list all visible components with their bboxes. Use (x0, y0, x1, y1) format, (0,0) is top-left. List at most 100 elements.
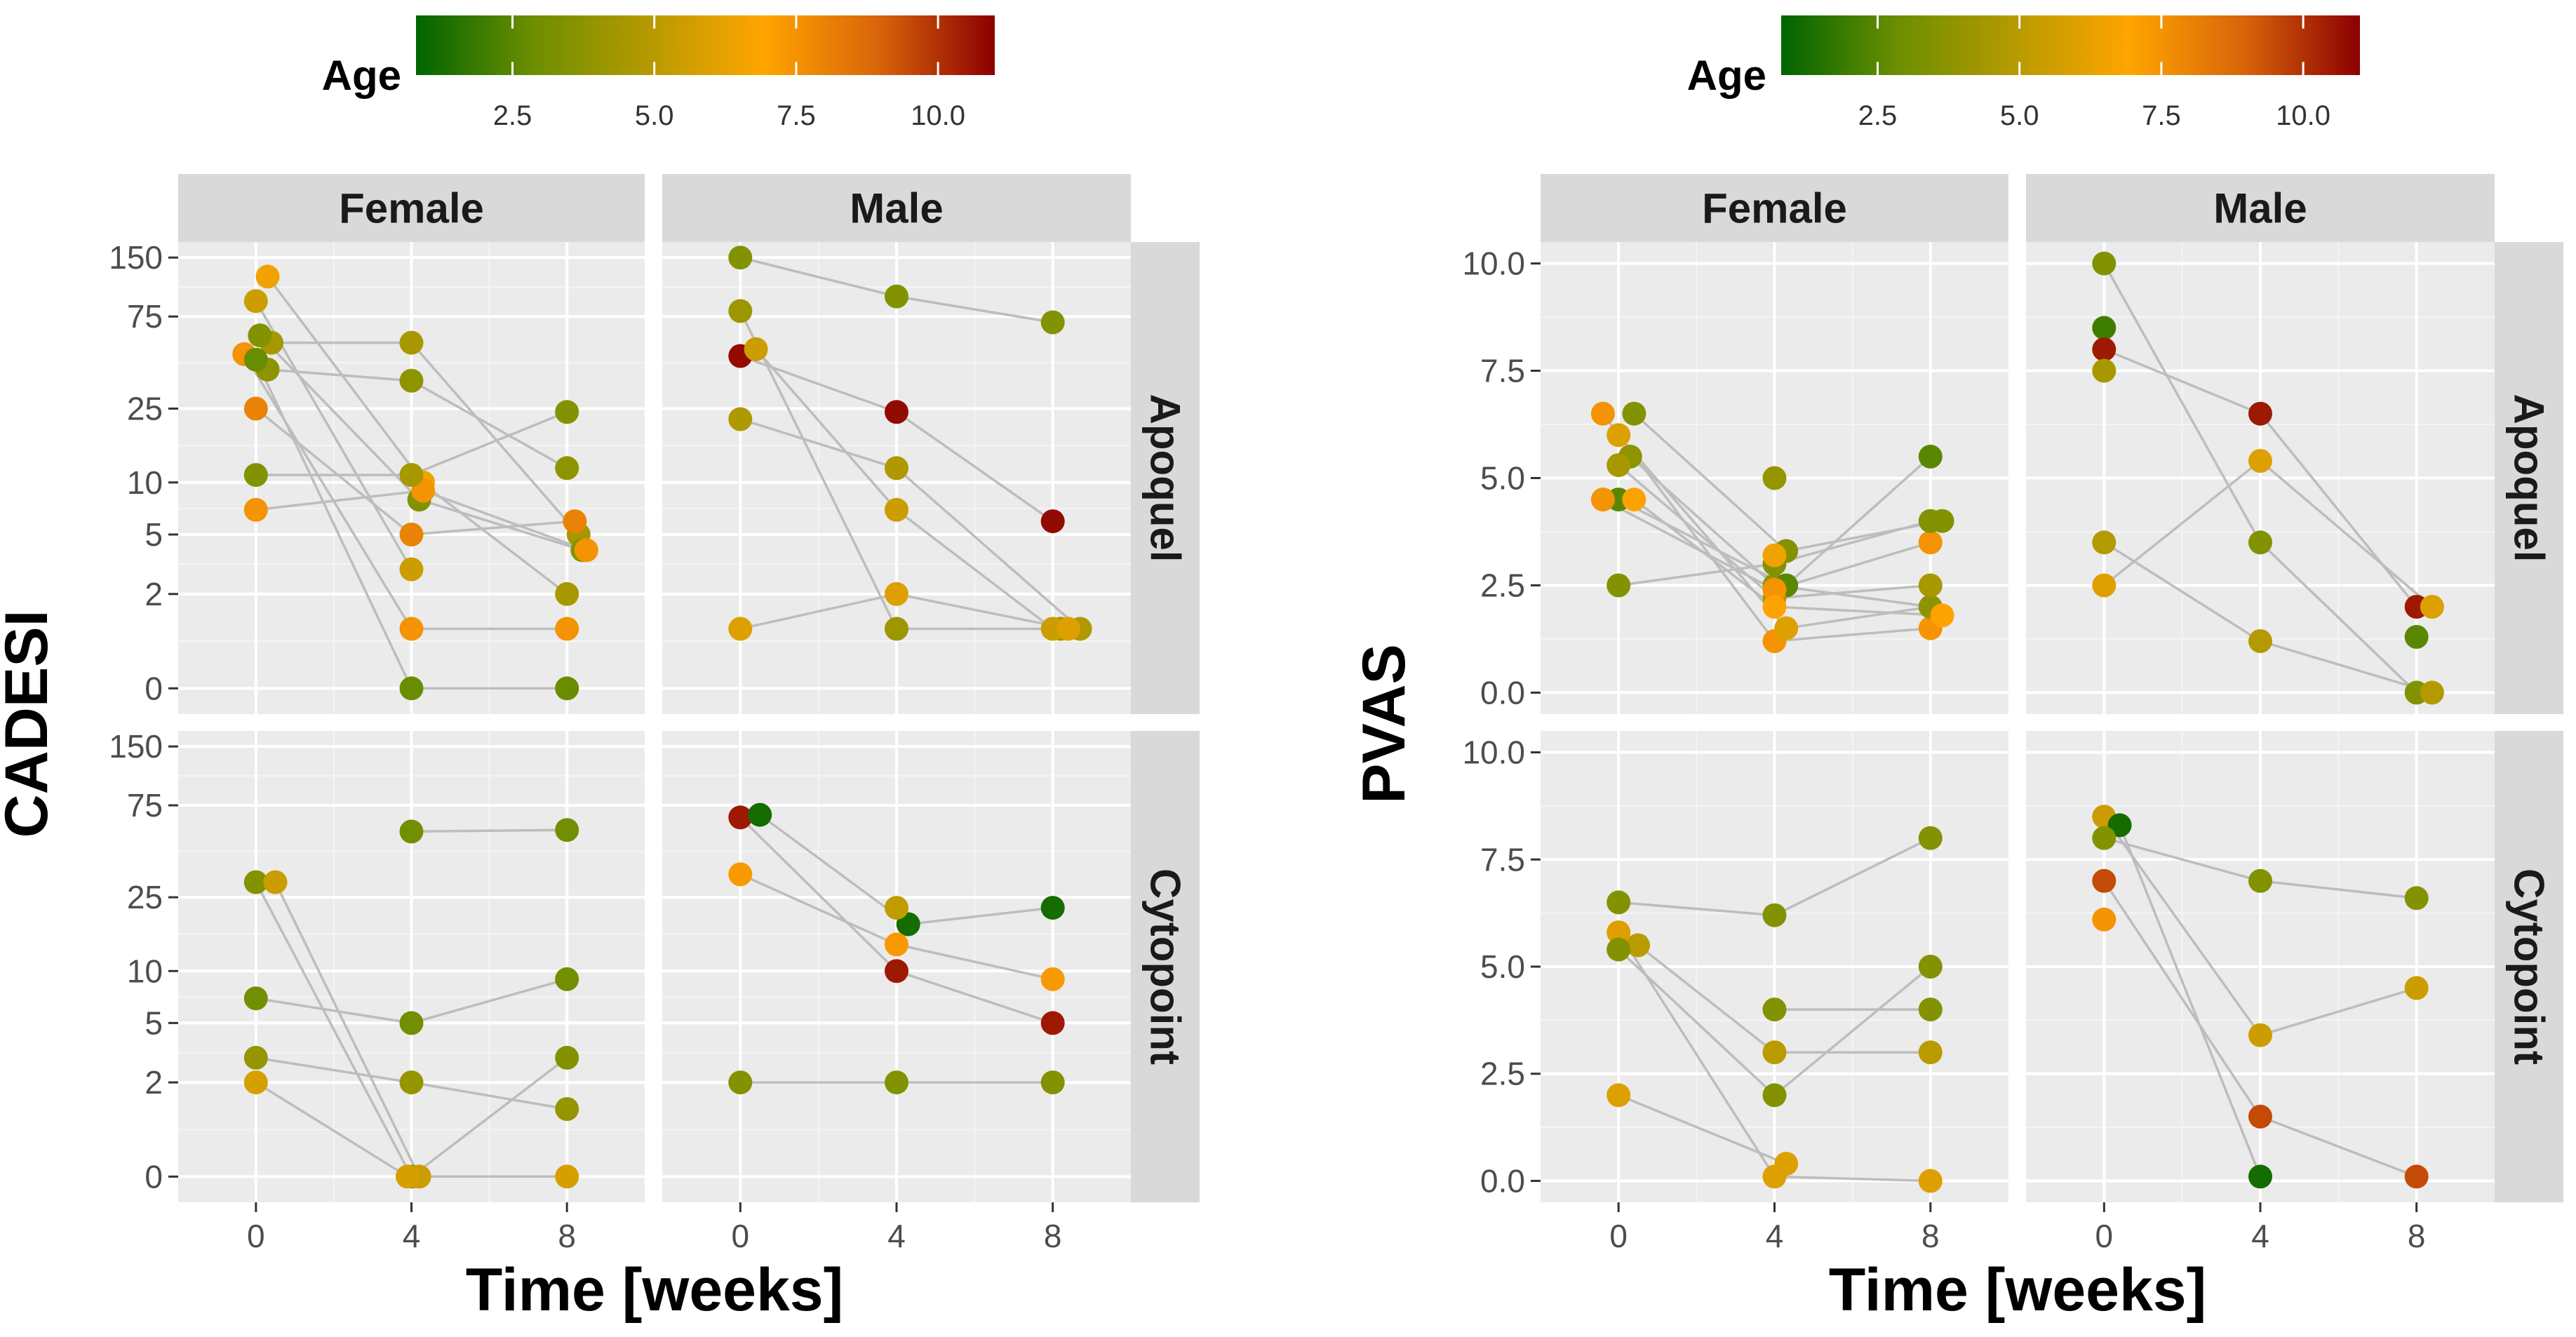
data-point (1606, 1083, 1631, 1108)
x-tick-label: 0 (2095, 1218, 2114, 1254)
x-tick-label: 8 (1921, 1218, 1940, 1254)
data-point (399, 676, 424, 701)
data-point (1606, 453, 1631, 478)
data-point (1040, 1011, 1065, 1035)
legend-colorbar (416, 15, 995, 75)
data-point (1762, 903, 1787, 927)
x-tick-label: 4 (887, 1218, 906, 1254)
data-point (243, 1070, 268, 1095)
data-point (2092, 573, 2117, 598)
data-point (885, 497, 908, 522)
strip-female (1541, 174, 2008, 242)
data-point (2092, 907, 2117, 932)
legend-title: Age (322, 52, 401, 99)
data-point (399, 463, 424, 488)
data-point (243, 289, 268, 314)
y-tick-label: 150 (109, 239, 163, 276)
data-point (399, 557, 424, 582)
subject-line (274, 881, 421, 1178)
data-point (1774, 616, 1799, 640)
legend-tick-label: 10.0 (911, 100, 965, 131)
y-tick-label: 5 (145, 1005, 163, 1041)
data-point (2404, 624, 2429, 649)
data-point (885, 1070, 908, 1095)
subject-line (411, 828, 568, 833)
data-point (555, 617, 579, 641)
strip-male (662, 174, 1131, 242)
data-point (1762, 577, 1787, 602)
data-point (2404, 1164, 2429, 1189)
legend-tick-label: 2.5 (1858, 100, 1898, 131)
data-point (1918, 955, 1943, 979)
y-tick-label: 75 (127, 298, 163, 335)
x-tick-label: 0 (732, 1218, 750, 1254)
data-point (2092, 530, 2117, 555)
data-point (555, 1045, 579, 1070)
data-point (1918, 1169, 1943, 1193)
data-point (896, 912, 920, 936)
y-tick-label: 2 (145, 576, 163, 612)
data-point (243, 463, 268, 488)
data-point (1040, 310, 1065, 335)
data-point (1040, 509, 1065, 534)
x-tick-label: 4 (2251, 1218, 2269, 1254)
data-point (555, 676, 579, 701)
strip-label-male: Male (2213, 185, 2307, 232)
data-point (1056, 617, 1080, 641)
data-point (2420, 680, 2444, 705)
data-point (243, 396, 268, 421)
data-point (885, 896, 908, 920)
data-point (728, 407, 753, 431)
subject-line (1618, 1094, 1787, 1165)
data-point (885, 456, 908, 481)
data-point (1590, 488, 1615, 512)
panel-female-cytopoint: 0.0 2.5 5.0 7.5 10.0 0 4 8 (1462, 731, 2008, 1254)
y-axis-title: CADESI (0, 610, 60, 838)
subject-line (2118, 824, 2262, 1177)
strip-cytopoint (1131, 731, 1200, 1202)
x-tick-label: 0 (247, 1218, 265, 1254)
strip-label-female: Female (1702, 185, 1847, 232)
strip-cytopoint (2495, 731, 2563, 1202)
data-point (1040, 1070, 1065, 1095)
data-point (243, 347, 268, 372)
data-point (2248, 449, 2272, 473)
data-point (1626, 933, 1650, 958)
panel-male-apoquel (662, 242, 1131, 714)
y-tick-label: 10 (127, 953, 163, 989)
y-tick-label: 150 (109, 728, 163, 765)
data-point (728, 617, 753, 641)
y-tick-label: 10 (127, 464, 163, 501)
data-point (885, 400, 908, 424)
x-tick-label: 4 (403, 1218, 421, 1254)
age-legend: Age 2.5 5.0 7.5 10.0 (1687, 15, 2360, 131)
data-point (2248, 629, 2272, 653)
legend-title: Age (1687, 52, 1766, 99)
subject-line (267, 276, 424, 483)
data-point (243, 497, 268, 522)
panel-female-apoquel: 0.0 2.5 5.0 7.5 10.0 (1462, 242, 2008, 714)
x-tick-label: 8 (558, 1218, 576, 1254)
data-point (1762, 466, 1787, 490)
data-point (1918, 509, 1943, 533)
y-tick-label: 7.5 (1480, 353, 1525, 389)
data-point (399, 1011, 424, 1035)
y-tick-label: 0 (145, 670, 163, 706)
x-tick-label: 8 (2408, 1218, 2426, 1254)
data-point (1606, 920, 1631, 945)
data-point (2420, 595, 2444, 619)
strip-female (178, 174, 645, 242)
data-point (1762, 595, 1787, 619)
y-tick-label: 2 (145, 1064, 163, 1101)
data-point (728, 246, 753, 270)
data-point (2248, 1104, 2272, 1129)
data-point (885, 582, 908, 606)
data-point (563, 509, 587, 534)
data-point (1930, 603, 1954, 628)
legend-tick-label: 2.5 (493, 100, 532, 131)
chart-pvas: Age 2.5 5.0 7.5 10.0 Female Male Apoquel Cytopoi… (1350, 15, 2563, 1324)
data-point (744, 337, 768, 361)
strip-label-apoquel: Apoquel (1142, 394, 1189, 563)
